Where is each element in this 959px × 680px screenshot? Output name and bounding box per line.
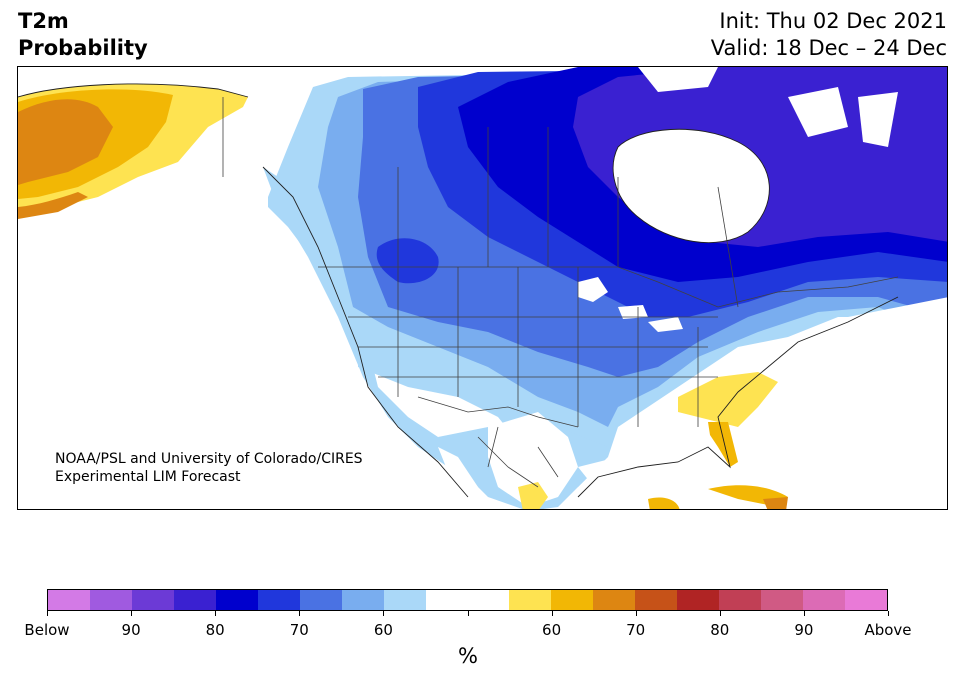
colorbar-tickmark [383, 611, 385, 616]
rockies-below-80 [376, 238, 439, 284]
map-title: T2m Probability [18, 8, 148, 62]
hudson-coastline [612, 128, 770, 244]
colorbar-swatch [425, 590, 468, 610]
colorbar-swatch [341, 590, 384, 610]
colorbar-tick-label: 70 [626, 621, 646, 639]
colorbar-tick-label: Below [24, 621, 70, 639]
forecast-map [17, 66, 948, 510]
mexico-state-lines [477, 426, 559, 488]
colorbar-swatch [299, 590, 342, 610]
colorbar-swatch [845, 590, 888, 610]
alaska-peninsula [18, 192, 88, 219]
colorbar-swatch [803, 590, 846, 610]
gulf-of-california [438, 447, 478, 497]
colorbar-swatch [551, 590, 594, 610]
gulf-of-mexico [578, 447, 698, 497]
colorbar-swatch [719, 590, 762, 610]
init-date: Init: Thu 02 Dec 2021 [719, 9, 947, 33]
title-variable: T2m [18, 9, 69, 33]
alaska-above-70 [18, 99, 113, 185]
us-mexico-border [417, 396, 579, 428]
arctic-water-2 [788, 87, 848, 137]
colorbar-swatch [215, 590, 258, 610]
state-lines-2 [348, 316, 718, 378]
colorbar-swatch [677, 590, 720, 610]
arctic-water-1 [638, 67, 718, 92]
province-lines [397, 127, 739, 308]
colorbar-tickmark [47, 611, 48, 616]
map-canvas [18, 67, 947, 509]
colorbar-tick-label: 70 [289, 621, 309, 639]
colorbar-tickmark [635, 611, 637, 616]
colorbar-tickmark [131, 611, 133, 616]
southeast-above-60 [678, 372, 778, 427]
arctic-water-3 [858, 92, 898, 147]
colorbar-tickmark [551, 611, 553, 616]
hudson-bay [613, 129, 770, 243]
colorbar-tickmark [467, 611, 469, 616]
cuba-above-70 [763, 497, 788, 509]
mexico-white [488, 412, 578, 507]
credit-line-2: Experimental LIM Forecast [55, 469, 241, 485]
colorbar-tick-label: 80 [205, 621, 225, 639]
colorbar-tickmark [719, 611, 721, 616]
central-america-above-60 [518, 482, 548, 509]
westcoast-below-60 [263, 167, 458, 467]
colorbar-tick-label: Above [864, 621, 912, 639]
colorbar-swatch [467, 590, 510, 610]
florida-above-65 [708, 422, 738, 467]
colorbar-swatch [89, 590, 132, 610]
credit-line-1: NOAA/PSL and University of Colorado/CIRE… [55, 451, 363, 467]
colorbar-tickmark [215, 611, 217, 616]
title-type: Probability [18, 36, 148, 60]
colorbar-swatch [48, 590, 90, 610]
colorbar-swatch [257, 590, 300, 610]
colorbar-tick-label: 90 [794, 621, 814, 639]
colorbar-swatch [761, 590, 804, 610]
colorbar-tick-label: 90 [121, 621, 141, 639]
credit-text: NOAA/PSL and University of Colorado/CIRE… [55, 450, 363, 486]
colorbar-label: % [458, 644, 478, 668]
date-info: Init: Thu 02 Dec 2021 Valid: 18 Dec – 24… [711, 8, 947, 62]
colorbar-tick-label: 60 [373, 621, 393, 639]
pacific-coastline [262, 166, 469, 498]
colorbar-tick-label: 80 [710, 621, 730, 639]
great-lakes [578, 277, 683, 332]
hispaniola [648, 497, 680, 509]
colorbar-tick-label: 60 [542, 621, 562, 639]
colorbar-swatch [635, 590, 678, 610]
colorbar [47, 589, 888, 611]
atlantic-coastline [577, 296, 899, 498]
colorbar-swatch [383, 590, 426, 610]
alaska-coastline [18, 83, 249, 98]
colorbar-swatch [173, 590, 216, 610]
colorbar-swatch [593, 590, 636, 610]
colorbar-swatch [509, 590, 552, 610]
colorbar-tickmark [888, 611, 889, 616]
valid-range: Valid: 18 Dec – 24 Dec [710, 36, 947, 60]
colorbar-tickmark [803, 611, 805, 616]
colorbar-swatch [131, 590, 174, 610]
colorbar-tickmark [299, 611, 301, 616]
